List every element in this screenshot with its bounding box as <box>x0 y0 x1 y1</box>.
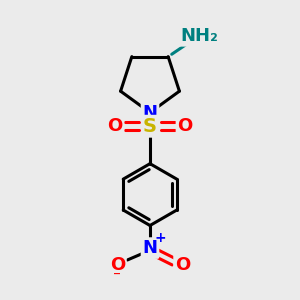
Text: O: O <box>107 117 123 135</box>
Text: ⁻: ⁻ <box>113 270 121 285</box>
Text: N: N <box>142 239 158 257</box>
Text: S: S <box>143 117 157 136</box>
Text: NH₂: NH₂ <box>180 27 218 45</box>
Text: O: O <box>110 256 125 274</box>
Text: N: N <box>142 103 158 122</box>
Text: O: O <box>175 256 190 274</box>
Text: +: + <box>154 231 166 245</box>
Text: O: O <box>177 117 193 135</box>
